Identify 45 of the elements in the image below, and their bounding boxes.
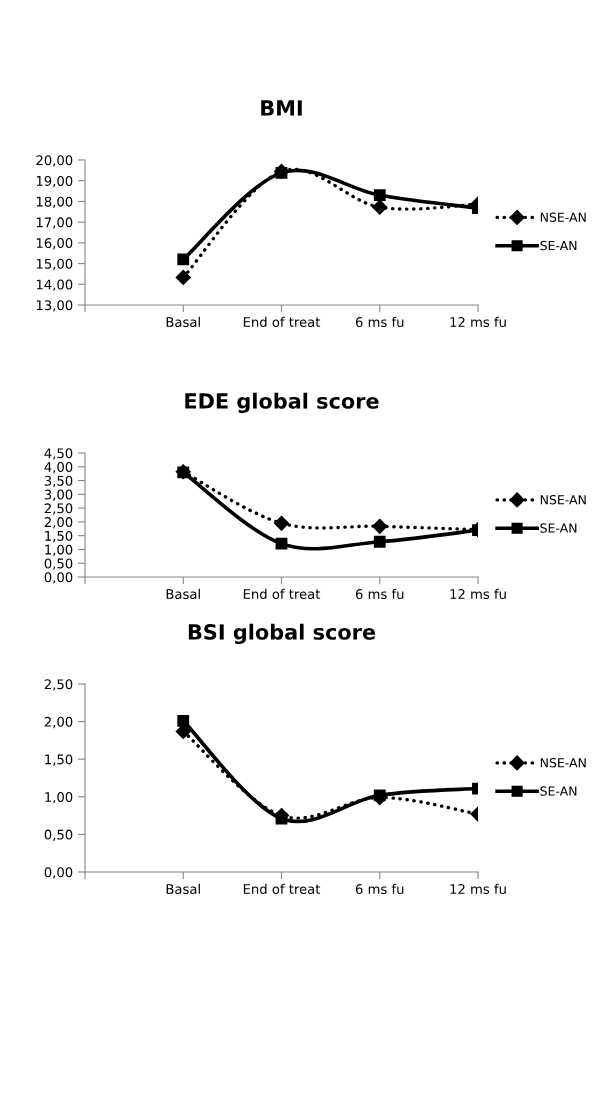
x-tick-label: End of treat (243, 883, 321, 895)
x-tick-label: Basal (166, 316, 200, 328)
y-tick-label: 18,00 (36, 196, 73, 208)
x-tick-label: 6 ms fu (355, 316, 404, 328)
x-tick-label: 12 ms fu (450, 883, 506, 895)
y-tick-label: 1,50 (45, 530, 73, 543)
y-tick-label: 0,00 (44, 867, 73, 879)
y-tick-label: 15,00 (36, 258, 73, 271)
y-tick-label: 1,00 (45, 792, 73, 804)
legend-label: SE-AN (540, 240, 577, 251)
y-tick-label: 2,50 (44, 679, 73, 691)
x-tick-label: 6 ms fu (355, 883, 404, 895)
x-tick-label: 6 ms fu (355, 588, 404, 600)
y-tick-label: 0,00 (44, 572, 73, 584)
y-tick-label: 1,00 (45, 544, 73, 556)
y-tick-label: 2,50 (44, 503, 73, 515)
legend-label: NSE-AN (540, 212, 586, 222)
y-tick-label: 2,00 (44, 517, 73, 529)
legend-label: SE-AN (540, 523, 577, 533)
x-tick-label: End of treat (243, 316, 321, 328)
x-tick-label: 12 ms fu (450, 588, 506, 600)
x-tick-label: 12 ms fu (450, 316, 506, 328)
x-tick-label: End of treat (243, 588, 321, 600)
y-tick-label: 14,00 (36, 279, 73, 291)
chart-title: BMI (261, 100, 302, 116)
y-tick-label: 20,00 (36, 155, 73, 167)
x-tick-label: Basal (166, 883, 200, 895)
y-tick-label: 13,00 (36, 300, 73, 312)
y-tick-label: 19,00 (36, 175, 73, 188)
y-tick-label: 0,50 (44, 558, 73, 570)
y-tick-label: 2,00 (44, 716, 73, 729)
legend-label: NSE-AN (540, 758, 586, 768)
y-tick-label: 16,00 (36, 238, 73, 250)
chart-title: EDE global score (185, 392, 379, 414)
y-tick-label: 3,50 (44, 475, 73, 488)
legend-label: SE-AN (540, 786, 577, 796)
legend-label: NSE-AN (540, 495, 586, 505)
y-tick-label: 1,50 (45, 754, 73, 766)
y-tick-label: 4,00 (44, 462, 73, 474)
y-tick-label: 17,00 (36, 217, 73, 229)
y-tick-label: 0,50 (44, 829, 73, 841)
y-tick-label: 4,50 (44, 448, 73, 460)
x-tick-label: Basal (166, 588, 200, 600)
chart-title: BSI global score (188, 623, 376, 645)
y-tick-label: 3,00 (44, 489, 73, 501)
